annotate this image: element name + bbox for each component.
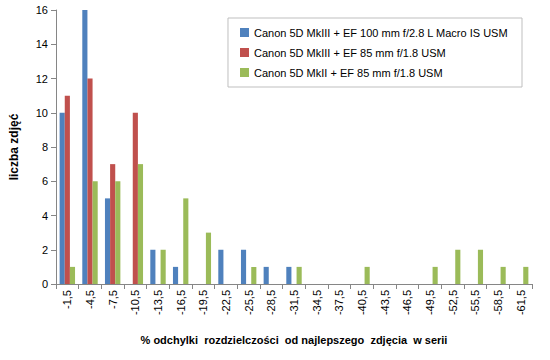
svg-text:-37,5: -37,5 (333, 290, 345, 315)
svg-text:-40,5: -40,5 (356, 290, 368, 315)
svg-text:-61,5: -61,5 (515, 290, 527, 315)
svg-text:-28,5: -28,5 (265, 290, 277, 315)
svg-text:-58,5: -58,5 (492, 290, 504, 315)
svg-text:12: 12 (36, 73, 48, 85)
svg-text:16: 16 (36, 4, 48, 16)
svg-text:4: 4 (42, 210, 48, 222)
svg-text:-43,5: -43,5 (379, 290, 391, 315)
svg-text:-25,5: -25,5 (243, 290, 255, 315)
svg-text:-1,5: -1,5 (61, 290, 73, 309)
svg-text:-4,5: -4,5 (84, 290, 96, 309)
svg-text:% odchylki rozdzielczości od: % odchylki rozdzielczości od najlepszego… (141, 334, 448, 346)
svg-text:-13,5: -13,5 (152, 290, 164, 315)
svg-text:-16,5: -16,5 (175, 290, 187, 315)
svg-text:-19,5: -19,5 (197, 290, 209, 315)
svg-text:0: 0 (42, 278, 48, 290)
svg-text:-7,5: -7,5 (107, 290, 119, 309)
svg-text:-49,5: -49,5 (424, 290, 436, 315)
svg-text:8: 8 (42, 141, 48, 153)
svg-text:-52,5: -52,5 (447, 290, 459, 315)
svg-text:10: 10 (36, 107, 48, 119)
svg-text:-34,5: -34,5 (311, 290, 323, 315)
svg-text:liczba zdjęć: liczba zdjęć (7, 113, 21, 180)
svg-text:-22,5: -22,5 (220, 290, 232, 315)
svg-text:Canon 5D MkIII + EF 100 mm f/2: Canon 5D MkIII + EF 100 mm f/2.8 L Macro… (254, 27, 508, 39)
svg-text:Canon 5D MkII + EF 85 mm f/1.8: Canon 5D MkII + EF 85 mm f/1.8 USM (254, 67, 443, 79)
svg-text:14: 14 (36, 38, 48, 50)
svg-text:-46,5: -46,5 (401, 290, 413, 315)
svg-text:Canon 5D MkIII + EF 85 mm f/1.: Canon 5D MkIII + EF 85 mm f/1.8 USM (254, 47, 446, 59)
svg-text:-10,5: -10,5 (129, 290, 141, 315)
svg-text:2: 2 (42, 244, 48, 256)
svg-text:-31,5: -31,5 (288, 290, 300, 315)
svg-text:-55,5: -55,5 (469, 290, 481, 315)
svg-text:6: 6 (42, 175, 48, 187)
